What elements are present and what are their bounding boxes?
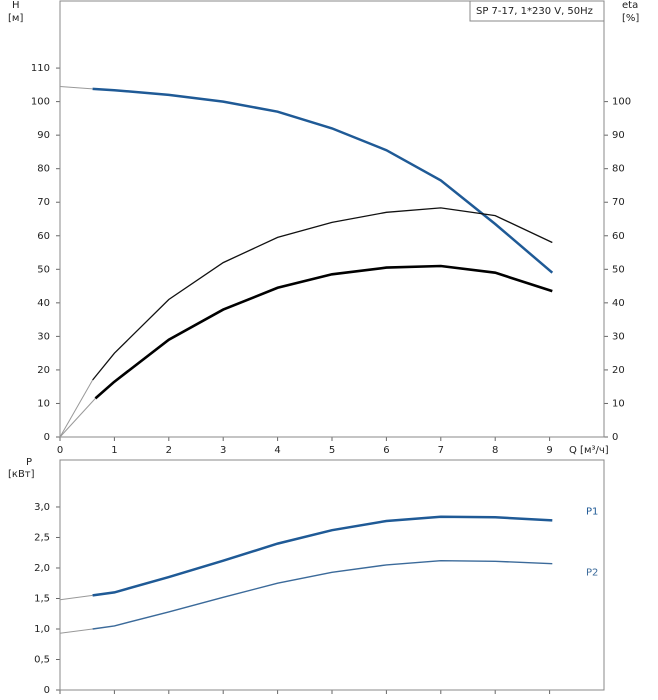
series-line: [94, 264, 553, 400]
y-tick-label: 0,5: [34, 654, 50, 665]
plot-area: [59, 0, 605, 438]
series-line: [92, 87, 554, 274]
y-tick-label: 50: [37, 264, 50, 275]
y-tick-label: 70: [37, 197, 50, 208]
legend-label: P1: [586, 506, 598, 517]
y2-tick-label: 100: [612, 97, 631, 108]
y-tick-label: 100: [31, 97, 50, 108]
y-tick-label: 0: [44, 432, 50, 443]
x-axis-label: Q [м³/ч]: [569, 445, 609, 456]
y2-tick-label: 10: [612, 398, 625, 409]
y2-tick-label: 80: [612, 164, 625, 175]
y-tick-label: 90: [37, 130, 50, 141]
series-line: [92, 515, 553, 597]
x-tick-label: 0: [57, 445, 63, 456]
plot-area: [59, 459, 605, 691]
y-tick-label: 20: [37, 365, 50, 376]
annotation-box: [469, 0, 605, 22]
y-axis-label: P: [26, 457, 32, 468]
y-tick-label: 60: [37, 231, 50, 242]
x-tick-label: 5: [329, 445, 335, 456]
series-line: [59, 628, 93, 634]
series-line: [92, 207, 553, 381]
series-line: [59, 379, 94, 438]
legend-label: P2: [586, 568, 598, 579]
x-tick-label: 7: [438, 445, 444, 456]
y-tick-label: 2,0: [34, 563, 50, 574]
series-line: [59, 398, 96, 438]
y-tick-label: 110: [31, 63, 50, 74]
y2-axis-label: eta: [622, 0, 638, 11]
y2-axis-unit: [%]: [622, 13, 639, 24]
y2-tick-label: 90: [612, 130, 625, 141]
series-line: [92, 559, 553, 630]
y-axis-unit: [кВт]: [8, 469, 35, 480]
series-line: [59, 86, 93, 90]
y2-tick-label: 20: [612, 365, 625, 376]
y2-tick-label: 30: [612, 331, 625, 342]
y-tick-label: 2,5: [34, 532, 50, 543]
y-axis-label: H: [12, 0, 20, 11]
x-tick-label: 1: [111, 445, 117, 456]
y2-tick-label: 40: [612, 298, 625, 309]
x-tick-label: 2: [166, 445, 172, 456]
y-tick-label: 1,0: [34, 624, 50, 635]
y2-tick-label: 60: [612, 231, 625, 242]
x-tick-label: 4: [274, 445, 280, 456]
annotation: SP 7-17, 1*230 V, 50Hz: [476, 6, 593, 17]
x-tick-label: 6: [383, 445, 389, 456]
y-tick-label: 40: [37, 298, 50, 309]
x-tick-label: 3: [220, 445, 226, 456]
y-tick-label: 0: [44, 685, 50, 696]
y2-tick-label: 70: [612, 197, 625, 208]
y-tick-label: 80: [37, 164, 50, 175]
y2-tick-label: 0: [612, 432, 618, 443]
y-tick-label: 1,5: [34, 593, 50, 604]
y2-tick-label: 50: [612, 264, 625, 275]
series-line: [59, 594, 93, 601]
x-tick-label: 9: [546, 445, 552, 456]
y-axis-unit: [м]: [8, 13, 23, 24]
y-tick-label: 30: [37, 331, 50, 342]
x-tick-label: 8: [492, 445, 498, 456]
y-tick-label: 10: [37, 398, 50, 409]
y-tick-label: 3,0: [34, 502, 50, 513]
